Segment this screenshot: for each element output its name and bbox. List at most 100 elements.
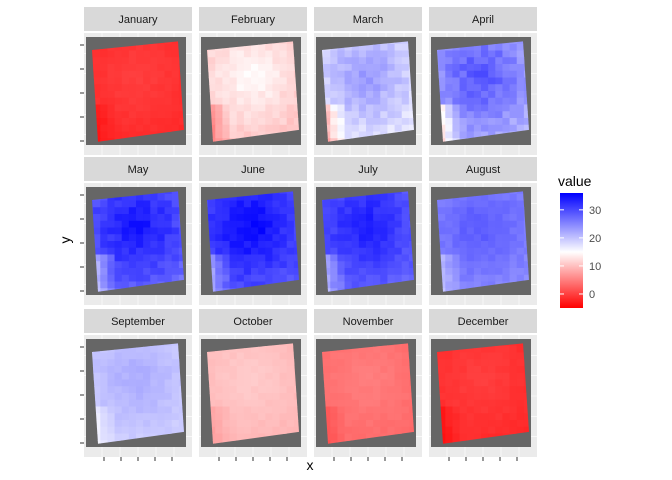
raster-cell: [222, 131, 231, 139]
raster-cell: [437, 359, 439, 367]
raster-cell: [373, 234, 381, 242]
raster-cell: [93, 227, 101, 235]
raster-cell: [516, 50, 525, 58]
raster-cell: [351, 352, 360, 360]
raster-cell: [279, 399, 288, 408]
raster-cell: [222, 406, 231, 414]
raster-cell: [121, 57, 130, 65]
raster-cell: [215, 420, 224, 428]
raster-cell: [459, 241, 468, 249]
raster-cell: [143, 274, 151, 283]
raster-cell: [401, 261, 410, 269]
raster-cell: [473, 43, 482, 52]
raster-cell: [157, 379, 166, 387]
raster-cell: [272, 207, 281, 215]
raster-cell: [445, 254, 454, 262]
raster-cell: [93, 406, 101, 414]
raster-cell: [93, 372, 101, 381]
raster-cell: [251, 70, 259, 79]
raster-cell: [401, 426, 410, 435]
raster-cell: [286, 111, 295, 119]
raster-cell: [229, 372, 238, 381]
raster-cell: [344, 43, 353, 52]
raster-cell: [272, 50, 281, 58]
raster-cell: [481, 207, 489, 215]
raster-cell: [272, 254, 281, 262]
raster-cell: [279, 420, 288, 428]
raster-cell: [121, 118, 130, 126]
raster-cell: [171, 386, 180, 394]
raster-cell: [251, 399, 259, 408]
raster-cell: [258, 406, 266, 414]
raster-cell: [114, 399, 123, 408]
raster-cell: [222, 118, 231, 126]
raster-cell: [459, 193, 468, 202]
raster-cell: [459, 372, 468, 381]
raster-cell: [473, 406, 482, 414]
raster-cell: [114, 227, 123, 235]
raster-cell: [337, 227, 346, 235]
facet-strip-label: November: [343, 316, 394, 328]
raster-cell: [344, 372, 353, 381]
raster-cell: [509, 104, 518, 112]
raster-cell: [344, 268, 353, 276]
raster-cell: [157, 64, 166, 72]
raster-cell: [279, 193, 288, 202]
raster-cell: [387, 227, 396, 235]
raster-cell: [323, 372, 331, 381]
raster-cell: [107, 77, 116, 85]
raster-cell: [93, 399, 101, 408]
raster-cell: [502, 57, 511, 65]
raster-cell: [373, 57, 381, 65]
raster-cell: [373, 118, 381, 126]
raster-cell: [509, 247, 518, 256]
raster-cell: [286, 64, 295, 72]
raster-cell: [100, 366, 109, 374]
raster-cell: [258, 64, 266, 72]
raster-cell: [171, 379, 180, 387]
raster-cell: [337, 214, 346, 222]
legend-tick-label: 0: [589, 289, 595, 301]
raster-cell: [157, 200, 166, 208]
raster-cell: [265, 124, 274, 133]
raster-cell: [358, 254, 367, 262]
raster-cell: [100, 379, 109, 387]
raster-cell: [286, 104, 295, 112]
raster-cell: [373, 91, 381, 99]
raster-cell: [243, 241, 252, 249]
raster-cell: [344, 220, 353, 229]
raster-cell: [459, 359, 468, 367]
raster-cell: [128, 111, 137, 119]
raster-cell: [150, 124, 159, 133]
raster-cell: [387, 426, 396, 435]
raster-cell: [150, 352, 159, 360]
raster-cell: [136, 372, 144, 381]
raster-cell: [143, 247, 151, 256]
raster-cell: [466, 426, 475, 435]
raster-cell: [337, 84, 346, 92]
raster-cell: [150, 118, 159, 126]
raster-cell: [178, 261, 184, 269]
raster-cell: [265, 413, 274, 421]
raster-cell: [279, 268, 288, 276]
raster-cell: [128, 274, 137, 283]
raster-cell: [143, 379, 151, 387]
raster-cell: [401, 372, 410, 381]
raster-cell: [171, 372, 180, 381]
raster-cell: [136, 254, 144, 262]
raster-cell: [171, 234, 180, 242]
raster-cell: [215, 247, 224, 256]
raster-cell: [380, 91, 389, 99]
raster-cell: [215, 91, 224, 99]
raster-cell: [495, 420, 504, 428]
raster-cell: [445, 288, 454, 292]
raster-cell: [100, 241, 109, 249]
raster-cell: [128, 359, 137, 367]
raster-cell: [445, 420, 454, 428]
raster-cell: [466, 77, 475, 85]
raster-cell: [344, 247, 353, 256]
raster-cell: [330, 413, 339, 421]
raster-cell: [358, 234, 367, 242]
raster-cell: [373, 214, 381, 222]
